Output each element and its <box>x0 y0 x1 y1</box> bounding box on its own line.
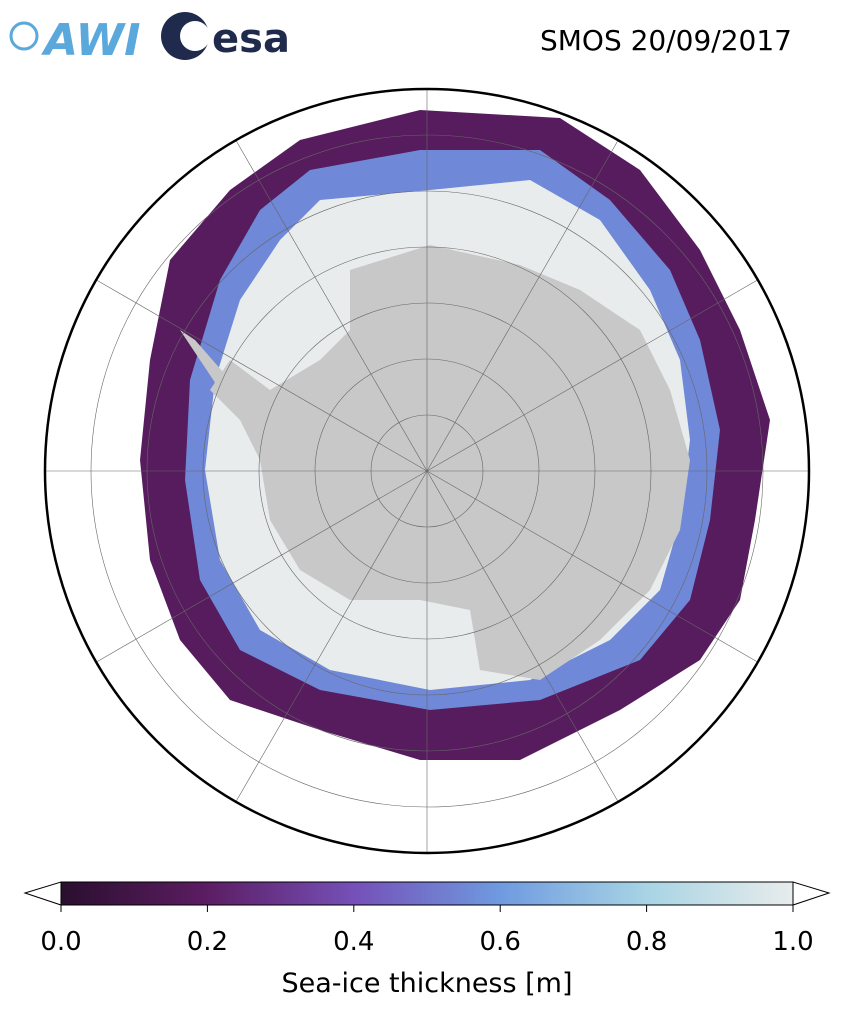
colorbar-tick-label: 0.8 <box>626 927 667 957</box>
graticule <box>45 89 809 853</box>
colorbar-over <box>792 881 831 906</box>
colorbar-tick-label: 0.2 <box>187 927 228 957</box>
colorbar-bar <box>60 881 794 906</box>
colorbar-tick-label: 0.4 <box>333 927 374 957</box>
antarctica <box>210 245 690 680</box>
colorbar-tick-label: 0.0 <box>40 927 81 957</box>
colorbar-label: Sea-ice thickness [m] <box>281 968 572 999</box>
colorbar-under <box>23 881 62 906</box>
awi-text: AWI <box>41 15 141 66</box>
map-frame <box>43 87 811 855</box>
colorbar-tick-label: 1.0 <box>772 927 813 957</box>
awi-logo: AWI <box>9 15 141 66</box>
esa-logo: esa <box>161 12 290 62</box>
colorbar-tick-label: 0.6 <box>480 927 521 957</box>
peninsula <box>180 330 270 420</box>
map <box>45 89 809 853</box>
colorbar: Sea-ice thickness [m] 0.0 0.2 0.4 0.6 0.8 1.0 <box>23 881 831 999</box>
title: SMOS 20/09/2017 <box>540 24 792 57</box>
esa-text: esa <box>212 16 290 62</box>
